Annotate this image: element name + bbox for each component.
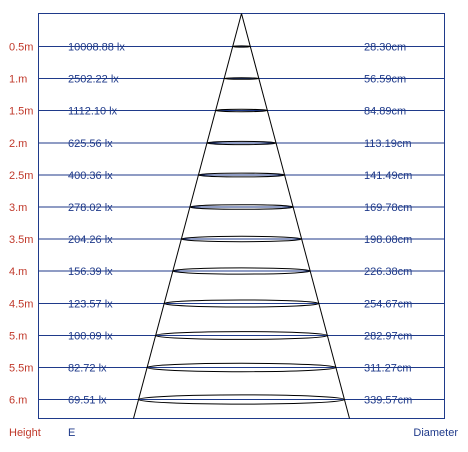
- beam-ellipse: [138, 394, 345, 405]
- beam-ellipse: [146, 362, 337, 373]
- height-label: 6.m: [9, 395, 27, 407]
- beam-ellipse: [163, 299, 320, 308]
- diameter-label: 282.97cm: [364, 331, 412, 343]
- beam-ellipse: [155, 331, 328, 340]
- height-label: 5.5m: [9, 363, 33, 375]
- diameter-label: 198.08cm: [364, 234, 412, 246]
- height-label: 5.m: [9, 331, 27, 343]
- height-label: 1.5m: [9, 106, 33, 118]
- row-separators: [39, 46, 444, 400]
- cone-left-edge: [133, 13, 242, 419]
- beam-ellipse: [206, 140, 277, 146]
- beam-ellipse: [189, 204, 294, 210]
- beam-ellipse: [172, 267, 311, 275]
- lux-label: 100.09 lx: [68, 331, 113, 343]
- beam-ellipses: [138, 45, 345, 405]
- diameter-label: 113.19cm: [364, 138, 412, 150]
- lux-label: 625.56 lx: [68, 138, 113, 150]
- footer-diameter-label: Diameter: [413, 427, 458, 439]
- diameter-label: 311.27cm: [364, 363, 412, 375]
- height-label: 1.m: [9, 74, 27, 86]
- lux-label: 123.57 lx: [68, 299, 113, 311]
- lux-label: 156.39 lx: [68, 266, 113, 278]
- height-label: 4.5m: [9, 299, 33, 311]
- diameter-label: 84.89cm: [364, 106, 406, 118]
- lux-label: 10008.88 lx: [68, 42, 125, 54]
- diameter-label: 226.38cm: [364, 266, 412, 278]
- height-label: 4.m: [9, 266, 27, 278]
- diameter-label: 141.49cm: [364, 170, 412, 182]
- height-label: 2.5m: [9, 170, 33, 182]
- lux-label: 69.51 lx: [68, 395, 107, 407]
- height-label: 3.m: [9, 202, 27, 214]
- diameter-label: 28.30cm: [364, 42, 406, 54]
- footer: Height E Diameter: [9, 427, 458, 439]
- cone-right-edge: [241, 13, 350, 419]
- beam-ellipse: [215, 108, 268, 113]
- lux-label: 204.26 lx: [68, 234, 113, 246]
- beam-ellipse: [223, 77, 260, 80]
- diameter-label: 339.57cm: [364, 395, 412, 407]
- lux-label: 400.36 lx: [68, 170, 113, 182]
- beam-ellipse: [197, 172, 286, 178]
- beam-ellipse: [232, 45, 251, 48]
- light-cone: [133, 13, 350, 419]
- lux-label: 278.02 lx: [68, 202, 113, 214]
- lux-label: 82.72 lx: [68, 363, 107, 375]
- diameter-label: 254.67cm: [364, 299, 412, 311]
- footer-height-label: Height: [9, 427, 41, 439]
- diameter-label: 169.78cm: [364, 202, 412, 214]
- footer-e-label: E: [68, 427, 75, 439]
- lux-label: 1112.10 lx: [68, 106, 118, 118]
- height-label: 3.5m: [9, 234, 33, 246]
- diameter-label: 56.59cm: [364, 74, 406, 86]
- height-label: 2.m: [9, 138, 27, 150]
- height-label: 0.5m: [9, 42, 33, 54]
- lux-label: 2502.22 lx: [68, 74, 119, 86]
- row-labels: 0.5m 10008.88 lx 28.30cm 1.m 2502.22 lx 56.59…: [9, 42, 412, 407]
- beam-ellipse: [180, 235, 303, 243]
